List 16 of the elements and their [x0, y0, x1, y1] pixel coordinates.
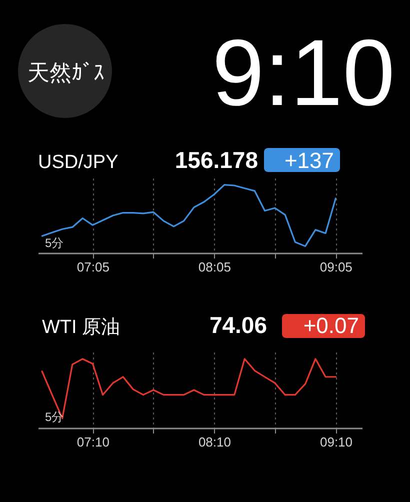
chart-title: USD/JPY [38, 152, 119, 173]
annotation: 5分 [45, 410, 64, 424]
annotation: 5分 [45, 236, 64, 250]
text: 74.06 [209, 312, 267, 338]
x-tick-label: 09:10 [320, 434, 353, 450]
x-tick-label: 07:10 [76, 434, 110, 450]
text: 9:10 [212, 20, 395, 125]
x-tick-label: 08:05 [198, 260, 231, 274]
chart-title: WTI 原油 [42, 317, 120, 338]
text: 156.178 [174, 147, 258, 173]
text: +0.07 [303, 313, 359, 338]
x-tick-label: 09:05 [320, 260, 352, 274]
text: 天然ｶﾞｽ [28, 60, 104, 85]
text: +137 [284, 148, 334, 173]
x-tick-label: 08:10 [198, 434, 231, 450]
x-tick-label: 07:05 [76, 260, 110, 274]
